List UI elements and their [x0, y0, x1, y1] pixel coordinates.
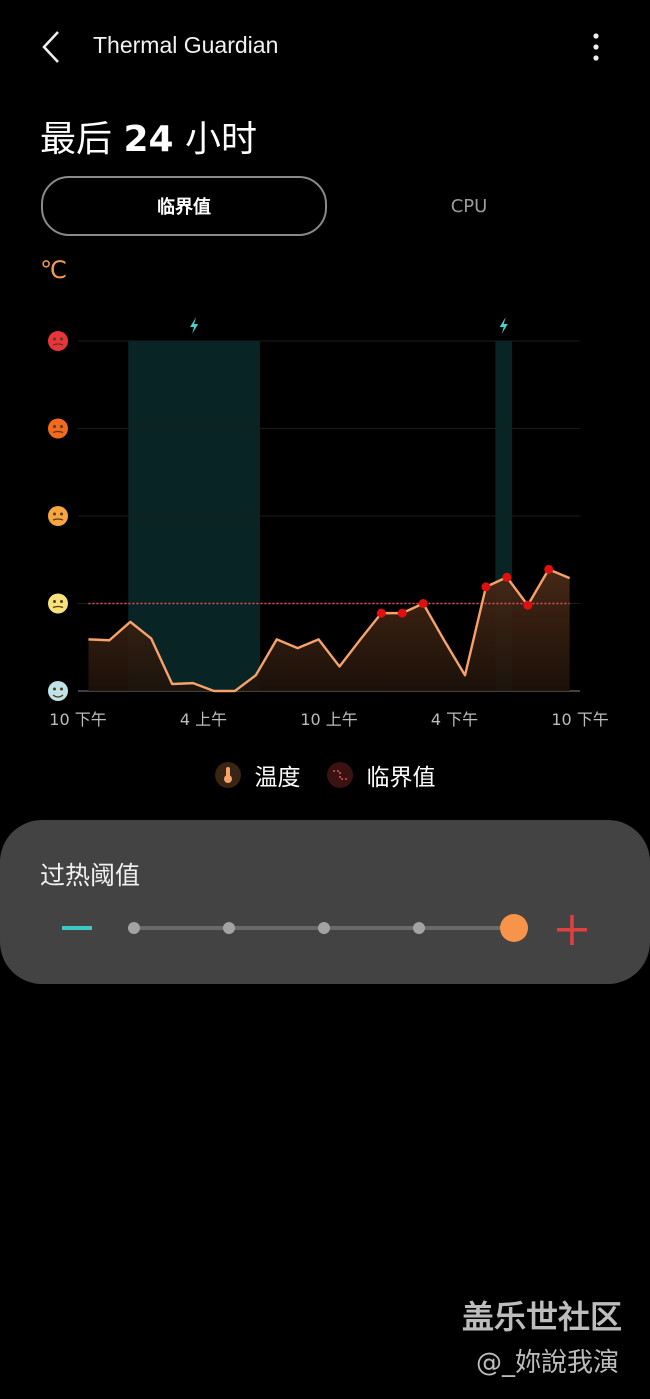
x-tick-label: 10 下午: [49, 710, 106, 729]
over-threshold-point: [502, 572, 512, 582]
face-mouth: [52, 605, 64, 609]
heading-suffix: 小时: [173, 119, 258, 160]
over-threshold-point: [544, 564, 554, 574]
overheated-face-icon: [48, 331, 68, 351]
x-tick-label: 10 上午: [300, 710, 357, 729]
temperature-chart: 10 下午 4 上午 10 上午 4 下午 10 下午: [48, 317, 609, 729]
x-tick-label: 4 上午: [180, 710, 227, 729]
watermark-author: @_妳說我演: [476, 1348, 620, 1378]
face-mouth: [52, 343, 64, 346]
y-axis-unit: ℃: [40, 256, 67, 284]
back-button[interactable]: [38, 28, 68, 66]
tired-face-icon: [48, 506, 68, 526]
x-tick-label: 4 下午: [431, 710, 478, 729]
charging-bolt-icon: [499, 317, 508, 334]
charging-bolt-icon: [190, 317, 199, 334]
neutral-face-icon: [48, 593, 68, 614]
tab-cpu[interactable]: CPU: [450, 195, 488, 217]
slider-thumb[interactable]: [500, 914, 528, 942]
over-threshold-point: [418, 599, 428, 608]
app-title: Thermal Guardian: [93, 32, 279, 58]
tab-threshold[interactable]: 临界值: [41, 176, 327, 236]
slider-stop[interactable]: [128, 922, 140, 934]
face-eye: [60, 600, 63, 603]
temperature-area: [88, 569, 570, 691]
panel-title: 过热阈值: [40, 861, 141, 890]
face-mouth: [52, 694, 64, 698]
legend-item-temperature: 温度: [214, 758, 301, 792]
watermark-title: 盖乐世社区: [462, 1298, 623, 1336]
decrease-button[interactable]: [60, 916, 94, 940]
face-eye: [53, 600, 56, 603]
face-mouth: [52, 518, 64, 521]
face-eye: [53, 687, 56, 691]
over-threshold-point: [376, 608, 386, 618]
more-vertical-icon: [593, 33, 599, 61]
plus-icon: [557, 915, 587, 945]
legend-label: 临界值: [366, 765, 436, 791]
hot-face-icon: [48, 418, 68, 439]
x-tick-label: 10 下午: [551, 710, 608, 729]
heading-prefix: 最后: [40, 119, 124, 160]
face-eye: [53, 425, 56, 428]
slider-stop[interactable]: [223, 922, 235, 934]
face-eye: [60, 425, 63, 428]
face-mouth: [52, 430, 64, 434]
over-threshold-point: [523, 600, 533, 610]
overheat-threshold-panel: 过热阈值: [0, 820, 650, 984]
legend-item-threshold: 临界值: [326, 758, 436, 792]
over-threshold-point: [397, 608, 407, 618]
face-eye: [60, 512, 63, 516]
thermometer-icon: [214, 762, 241, 788]
freezing-face-icon: [48, 681, 68, 701]
more-options-button[interactable]: [584, 30, 608, 64]
chart-legend: 温度 临界值: [0, 758, 650, 792]
minus-icon: [62, 926, 92, 930]
legend-label: 温度: [254, 765, 301, 791]
threshold-icon: [326, 762, 353, 788]
over-threshold-point: [481, 582, 491, 592]
slider-stop[interactable]: [318, 922, 330, 934]
page-title: 最后 24 小时: [40, 110, 257, 162]
face-eye: [60, 337, 63, 341]
increase-button[interactable]: [552, 912, 592, 948]
face-eye: [53, 337, 56, 341]
chevron-left-icon: [42, 31, 59, 63]
face-eye: [53, 512, 56, 516]
slider-stop[interactable]: [413, 922, 425, 934]
face-eye: [60, 687, 63, 691]
heading-hours: 24: [123, 119, 174, 160]
